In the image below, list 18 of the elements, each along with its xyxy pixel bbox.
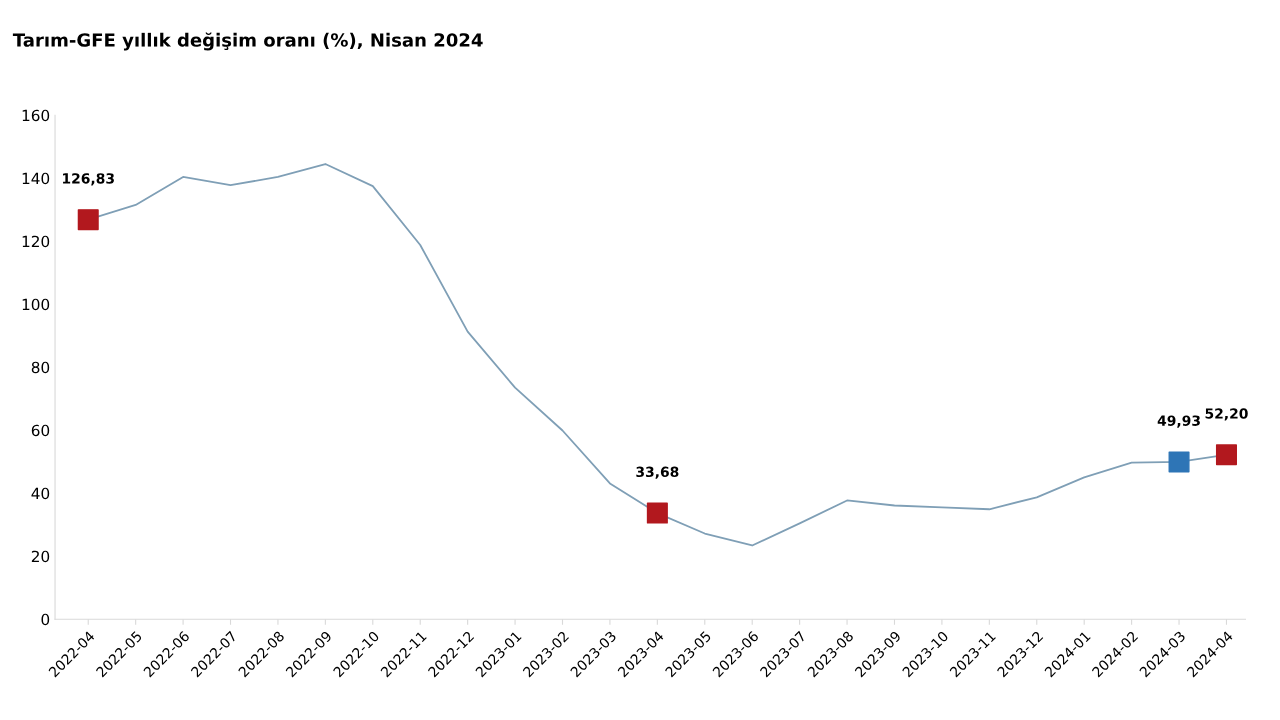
chart-title: Tarım-GFE yıllık değişim oranı (%), Nisan 2024 <box>12 32 483 51</box>
point <box>1168 451 1190 473</box>
y-tick-label: 20 <box>31 550 50 563</box>
point <box>646 502 668 524</box>
data-label: 126,83 <box>63 173 114 186</box>
data-label: 52,20 <box>1205 408 1248 421</box>
y-tick-label: 40 <box>31 487 50 500</box>
point <box>77 209 99 231</box>
y-tick-label: 100 <box>22 298 50 311</box>
point <box>1215 444 1237 466</box>
data-label: 33,68 <box>636 466 679 479</box>
data-label: 49,93 <box>1157 415 1200 428</box>
y-tick-label: 160 <box>22 109 50 122</box>
y-tick-label: 60 <box>31 424 50 437</box>
y-tick-label: 0 <box>41 613 50 626</box>
y-tick-label: 140 <box>22 172 50 185</box>
y-tick-label: 80 <box>31 361 50 374</box>
y-tick-label: 120 <box>22 235 50 248</box>
